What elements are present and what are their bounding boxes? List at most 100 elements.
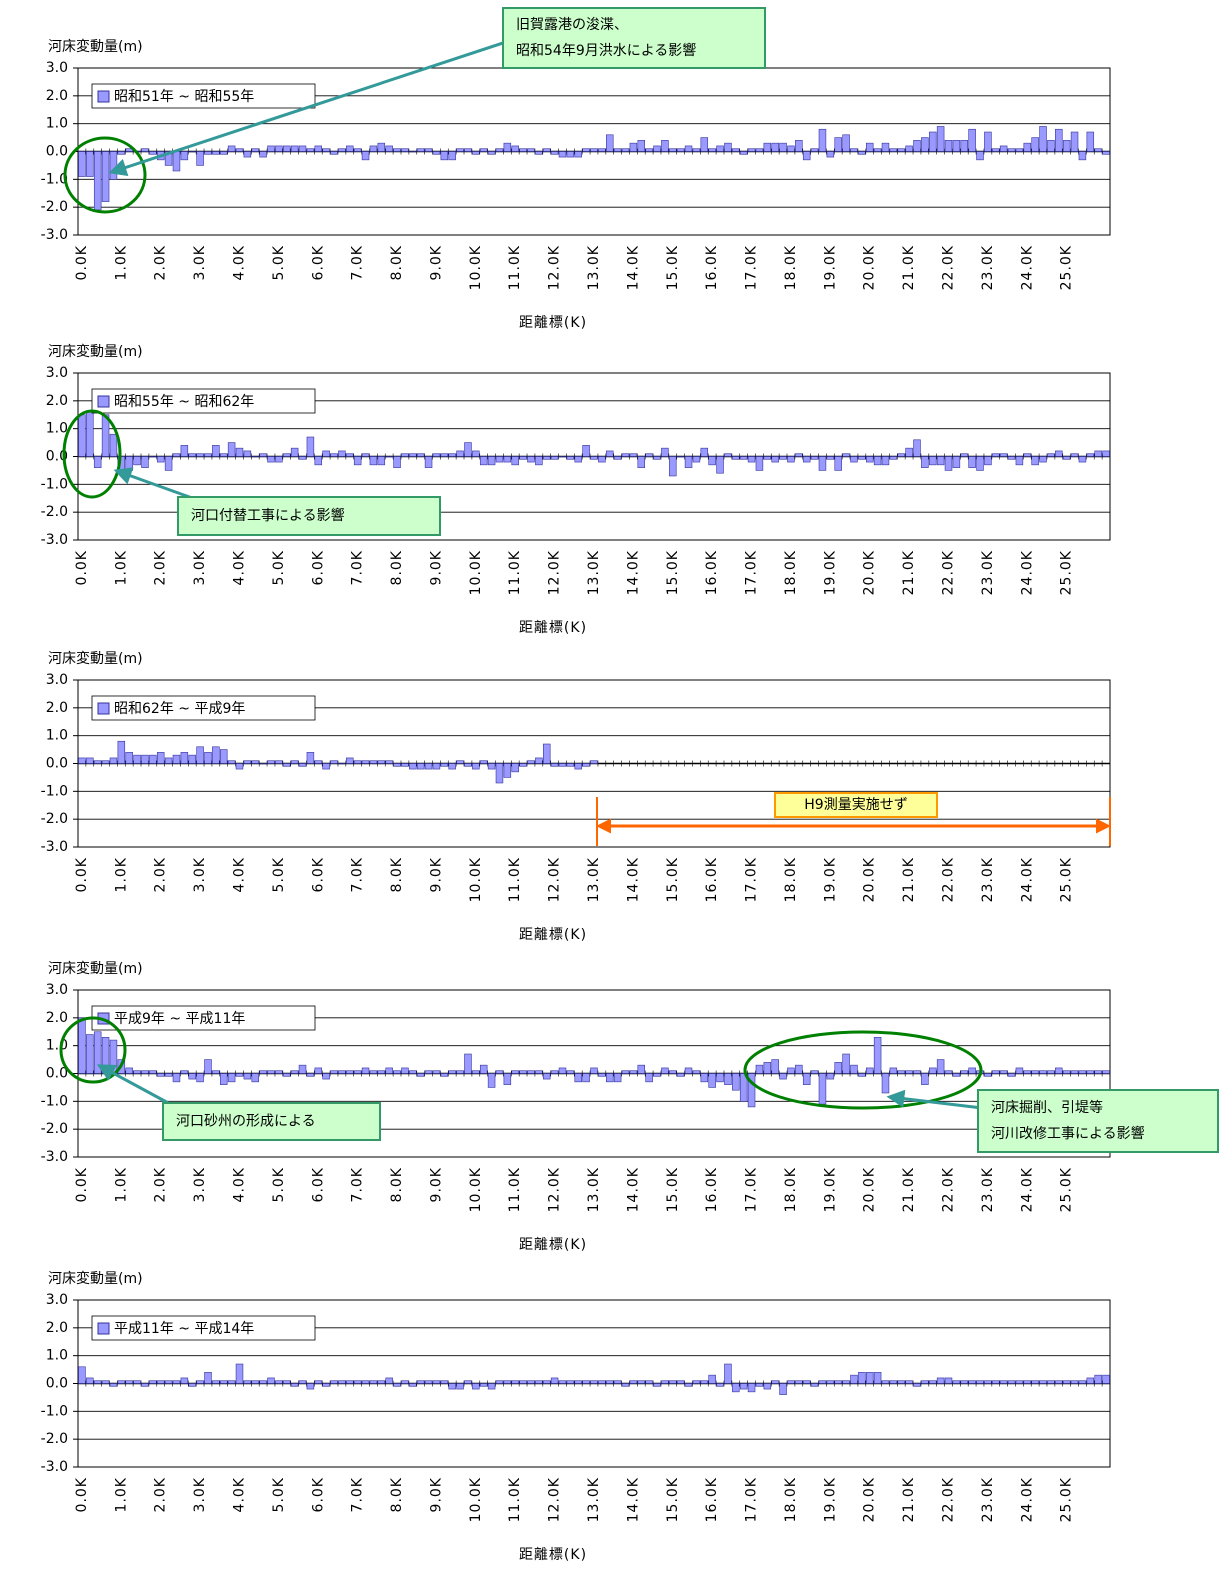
highlight-ellipse bbox=[743, 1030, 983, 1110]
bar bbox=[992, 148, 1000, 152]
bar bbox=[188, 453, 196, 457]
x-tick-label: 17.0K bbox=[744, 857, 760, 902]
x-tick-label: 18.0K bbox=[783, 857, 799, 902]
bar bbox=[164, 1073, 173, 1077]
y-axis-label: 河床変動量(m) bbox=[48, 38, 143, 55]
bar bbox=[251, 760, 259, 764]
legend-label: 昭和55年 ~ 昭和62年 bbox=[114, 394, 254, 410]
bar bbox=[590, 456, 598, 460]
bar bbox=[527, 760, 535, 764]
bar bbox=[141, 1383, 149, 1387]
annotation-text: 河口付替工事による影響 bbox=[191, 507, 345, 524]
bar bbox=[385, 760, 393, 764]
bar bbox=[1086, 1070, 1095, 1074]
bar bbox=[550, 151, 559, 155]
y-tick-label: -2.0 bbox=[41, 1431, 68, 1447]
y-axis-label: 河床変動量(m) bbox=[48, 650, 143, 667]
bar bbox=[1078, 1380, 1087, 1384]
x-tick-label: 12.0K bbox=[547, 550, 563, 595]
bar bbox=[653, 456, 661, 460]
bar bbox=[613, 456, 622, 460]
bar bbox=[346, 453, 354, 457]
annotation-arrow bbox=[96, 1064, 173, 1107]
bar bbox=[156, 1073, 165, 1077]
bar bbox=[669, 148, 677, 152]
bar bbox=[393, 763, 401, 767]
bar bbox=[542, 743, 551, 764]
x-tick-label: 3.0K bbox=[192, 857, 208, 892]
bar bbox=[834, 456, 842, 471]
x-tick-label: 7.0K bbox=[350, 857, 366, 892]
bar bbox=[1078, 151, 1087, 161]
x-tick-label: 17.0K bbox=[744, 1477, 760, 1522]
bar bbox=[416, 1380, 425, 1384]
x-tick-label: 24.0K bbox=[1019, 857, 1035, 902]
bar bbox=[818, 1380, 827, 1384]
bar bbox=[1062, 140, 1071, 152]
bar bbox=[101, 1380, 110, 1384]
bar bbox=[1094, 1070, 1102, 1074]
bar bbox=[487, 151, 496, 155]
x-tick-label: 5.0K bbox=[271, 1477, 287, 1512]
bar bbox=[542, 148, 551, 152]
bar bbox=[503, 456, 512, 463]
x-tick-label: 16.0K bbox=[704, 1477, 720, 1522]
bar bbox=[503, 763, 512, 778]
bar bbox=[676, 1073, 685, 1077]
x-tick-label: 1.0K bbox=[113, 245, 129, 280]
bar bbox=[243, 1380, 252, 1384]
bar bbox=[267, 1070, 275, 1074]
bar bbox=[582, 1380, 590, 1384]
bar bbox=[669, 456, 677, 477]
bar bbox=[873, 456, 882, 466]
bar bbox=[810, 148, 819, 152]
x-tick-label: 9.0K bbox=[428, 245, 444, 280]
bar bbox=[598, 1073, 606, 1077]
bar bbox=[739, 1383, 748, 1390]
bar bbox=[1086, 1377, 1095, 1384]
bar bbox=[519, 148, 527, 152]
bar bbox=[747, 1073, 756, 1108]
annotation-text: 旧賀露港の浚渫、 bbox=[516, 17, 628, 33]
bar bbox=[204, 151, 212, 155]
x-tick-label: 20.0K bbox=[862, 245, 878, 290]
y-tick-label: 1.0 bbox=[46, 728, 68, 744]
bar bbox=[369, 145, 378, 152]
bar bbox=[637, 140, 646, 152]
bar bbox=[590, 1067, 598, 1074]
bar bbox=[763, 456, 772, 460]
bar bbox=[818, 128, 827, 152]
x-tick-label: 2.0K bbox=[153, 857, 169, 892]
bar bbox=[275, 1380, 283, 1384]
bar bbox=[149, 1070, 157, 1074]
bar bbox=[574, 1380, 582, 1384]
bar bbox=[976, 1380, 984, 1384]
bar bbox=[401, 1380, 409, 1384]
x-tick-label: 5.0K bbox=[271, 1167, 287, 1202]
bar bbox=[692, 456, 701, 463]
bar bbox=[566, 456, 575, 460]
x-tick-label: 22.0K bbox=[941, 245, 957, 290]
bar bbox=[243, 151, 252, 158]
bar bbox=[795, 1380, 803, 1384]
bar bbox=[432, 1380, 441, 1384]
bar bbox=[409, 151, 417, 153]
bar bbox=[180, 1377, 189, 1384]
bar bbox=[156, 456, 165, 463]
x-tick-label: 23.0K bbox=[980, 550, 996, 595]
bar bbox=[487, 763, 496, 770]
legend-swatch bbox=[97, 702, 110, 715]
bar bbox=[188, 754, 196, 764]
bar bbox=[1023, 1070, 1032, 1074]
bar bbox=[590, 1380, 598, 1384]
bar bbox=[834, 1062, 842, 1074]
bar bbox=[440, 763, 449, 767]
bar bbox=[361, 1067, 370, 1074]
x-tick-label: 10.0K bbox=[468, 245, 484, 290]
bar bbox=[86, 411, 94, 457]
x-axis-label: 距離標(K) bbox=[519, 926, 587, 943]
bar bbox=[913, 1070, 921, 1074]
annotation-text: H9測量実施せず bbox=[804, 797, 907, 813]
bar bbox=[968, 128, 976, 152]
bar bbox=[865, 142, 874, 152]
